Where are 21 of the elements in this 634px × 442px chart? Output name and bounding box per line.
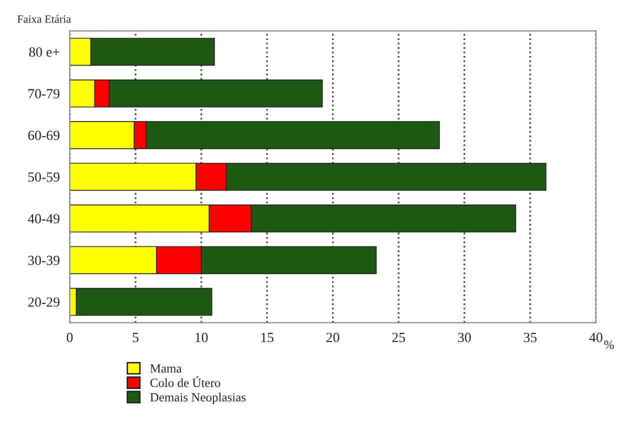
x-tick-label: 25: [392, 332, 406, 342]
x-tick-label: 10: [196, 332, 208, 342]
y-tick-label: 50-59: [28, 172, 60, 182]
x-tick-label: 35: [524, 332, 537, 342]
y-tick-label: 40-49: [28, 214, 60, 224]
y-tick-label: 30-39: [28, 256, 60, 266]
x-tick-label: 30: [458, 332, 471, 342]
legend-label: Mama: [150, 364, 182, 373]
x-tick-label: 20: [326, 332, 340, 342]
x-tick-label: 5: [132, 332, 138, 342]
y-tick-label: 70-79: [28, 89, 60, 98]
y-tick-label: 60-69: [28, 130, 60, 140]
legend-label: Demais Neoplasias: [150, 392, 246, 404]
y-tick-label: 20-29: [28, 297, 60, 307]
x-axis-title: %: [604, 340, 614, 349]
legend-label: Colo de Útero: [150, 376, 220, 388]
x-tick-label: 0: [66, 332, 73, 342]
y-axis-title: Faixa Etária: [17, 15, 71, 23]
x-tick-label: 40: [589, 332, 602, 342]
x-tick-label: 15: [261, 332, 274, 342]
y-tick-label: 80 e+: [29, 47, 60, 57]
